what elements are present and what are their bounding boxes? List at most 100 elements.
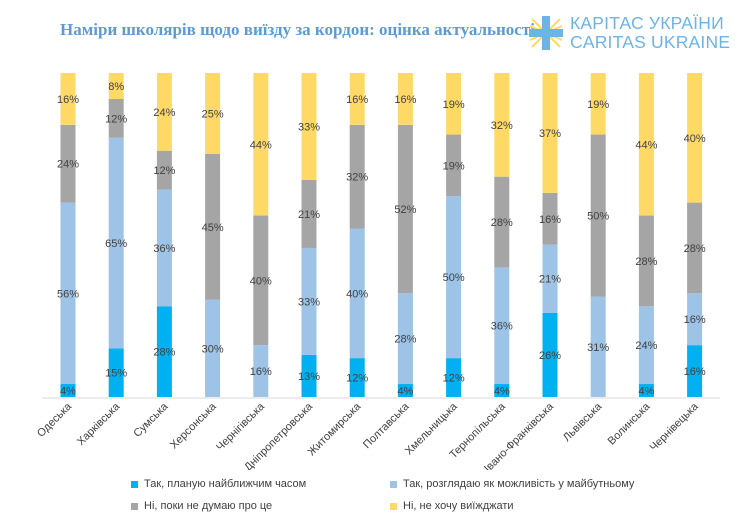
- data-label: 26%: [539, 350, 561, 362]
- bar-segment: [687, 345, 703, 397]
- data-label: 32%: [346, 172, 368, 184]
- data-label: 16%: [684, 314, 706, 326]
- data-label: 24%: [57, 159, 79, 171]
- data-label: 28%: [635, 256, 657, 268]
- x-tick-label: Харківська: [75, 400, 123, 448]
- legend-swatch: [131, 480, 138, 488]
- x-tick-label: Волинська: [606, 400, 653, 447]
- bar-segment: [349, 228, 365, 359]
- bar-segment: [205, 299, 221, 397]
- data-label: 40%: [346, 288, 368, 300]
- bar-segment: [108, 73, 124, 99]
- bar-segment: [108, 137, 124, 349]
- data-label: 33%: [298, 296, 320, 308]
- data-label: 28%: [491, 217, 513, 229]
- data-label: 44%: [250, 139, 272, 151]
- legend-label: Так, планую найближчим часом: [144, 478, 307, 490]
- bar-segment: [687, 202, 703, 294]
- logo-line-1: КАРІТАС УКРАЇНИ: [570, 13, 724, 33]
- bar-segment: [253, 215, 269, 346]
- bar-segment: [542, 192, 558, 245]
- bar-segment: [687, 293, 703, 346]
- legend-label: Так, розглядаю як можливість у майбутньо…: [403, 478, 635, 490]
- bar-segment: [446, 358, 462, 397]
- bar-segment: [301, 179, 317, 248]
- bar-segment: [60, 73, 76, 125]
- data-label: 19%: [443, 99, 465, 111]
- data-label: 16%: [539, 214, 561, 226]
- bar-segment: [301, 247, 317, 355]
- bar-segment: [687, 73, 703, 203]
- bar-segment: [349, 124, 365, 229]
- bar-segment: [108, 98, 124, 138]
- bar-segment: [349, 358, 365, 397]
- data-label: 4%: [397, 386, 413, 398]
- legend-swatch: [131, 502, 138, 510]
- data-label: 32%: [491, 120, 513, 132]
- bar-segment: [397, 293, 413, 385]
- bar-segment: [590, 296, 606, 397]
- legend-label: Ні, не хочу виїжджати: [403, 500, 514, 512]
- data-label: 37%: [539, 128, 561, 140]
- bar-segment: [301, 354, 317, 397]
- data-label: 33%: [298, 121, 320, 133]
- bar-segment: [638, 306, 654, 385]
- legend-item-0: Так, планую найближчим часом: [131, 478, 306, 490]
- bar-segment: [60, 124, 76, 203]
- bar-segment: [446, 196, 462, 359]
- bar-segment: [590, 134, 606, 297]
- legend-item-2: Ні, поки не думаю про це: [131, 500, 272, 512]
- chart-title: Наміри школярів щодо виїзду за кордон: о…: [60, 20, 535, 39]
- bar-segment: [542, 312, 558, 397]
- data-label: 19%: [443, 160, 465, 172]
- bar-segment: [108, 348, 124, 397]
- bar-segment: [446, 73, 462, 135]
- legend-label: Ні, поки не думаю про це: [144, 500, 273, 512]
- bar-segment: [397, 384, 413, 397]
- data-label: 4%: [60, 386, 76, 398]
- legend-swatch: [390, 480, 397, 488]
- bar-segment: [590, 73, 606, 135]
- data-label: 56%: [57, 288, 79, 300]
- data-label: 16%: [684, 366, 706, 378]
- data-label: 65%: [105, 238, 127, 250]
- data-label: 28%: [153, 347, 175, 359]
- data-label: 36%: [153, 243, 175, 255]
- data-label: 21%: [298, 209, 320, 221]
- bar-segment: [494, 73, 510, 177]
- data-label: 45%: [202, 222, 224, 234]
- bar-segment: [60, 384, 76, 397]
- x-tick-label: Львівська: [561, 400, 605, 444]
- x-tick-label: Одеська: [35, 400, 75, 440]
- x-tick-label: Полтавська: [361, 400, 412, 451]
- legend-item-1: Так, розглядаю як можливість у майбутньо…: [390, 478, 634, 490]
- bar-segment: [205, 154, 221, 300]
- caritas-cross-icon: [529, 16, 563, 50]
- bar-segment: [494, 176, 510, 268]
- data-label: 12%: [346, 373, 368, 385]
- data-label: 40%: [684, 133, 706, 145]
- x-tick-label: Херсонська: [168, 400, 219, 451]
- data-label: 36%: [491, 321, 513, 333]
- x-tick-label: Чернігівська: [214, 400, 267, 453]
- bar-segment: [638, 384, 654, 397]
- data-label: 40%: [250, 275, 272, 287]
- legend-item-3: Ні, не хочу виїжджати: [390, 500, 514, 512]
- data-label: 16%: [250, 366, 272, 378]
- data-label: 8%: [108, 81, 124, 93]
- data-label: 52%: [394, 204, 416, 216]
- logo-line-2: CARITAS UKRAINE: [570, 32, 731, 52]
- bar-segment: [638, 215, 654, 307]
- bar-segment: [60, 202, 76, 385]
- x-tick-label: Сумська: [131, 400, 171, 440]
- bar-segment: [253, 73, 269, 216]
- bar-segment: [494, 267, 510, 385]
- data-label: 24%: [153, 107, 175, 119]
- x-tick-label: Чернівецька: [648, 400, 702, 454]
- caritas-logo: КАРІТАС УКРАЇНИ CARITAS UKRAINE: [528, 14, 730, 52]
- data-label: 12%: [105, 113, 127, 125]
- bar-segment: [397, 124, 413, 294]
- data-label: 30%: [202, 343, 224, 355]
- data-label: 4%: [494, 386, 510, 398]
